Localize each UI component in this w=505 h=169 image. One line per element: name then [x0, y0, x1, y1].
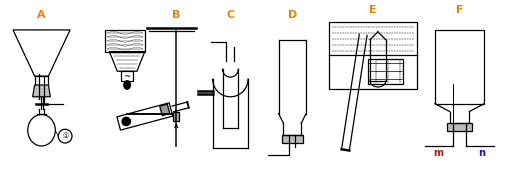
Text: F: F	[455, 5, 463, 15]
Ellipse shape	[123, 80, 131, 90]
Text: ①: ①	[62, 133, 68, 139]
Text: A: A	[37, 10, 46, 20]
Text: E: E	[369, 5, 376, 15]
Bar	[367, 59, 401, 84]
Bar	[160, 104, 170, 116]
Bar	[281, 135, 302, 143]
Bar	[105, 30, 144, 52]
Bar	[121, 71, 133, 81]
Text: B: B	[172, 10, 180, 20]
Text: C: C	[226, 10, 234, 20]
Bar	[446, 123, 471, 131]
Bar	[173, 112, 179, 121]
Bar	[328, 22, 417, 89]
Ellipse shape	[121, 117, 131, 126]
Text: ~: ~	[123, 72, 130, 81]
Text: n: n	[477, 148, 484, 158]
Polygon shape	[33, 85, 50, 97]
Text: m: m	[432, 148, 442, 158]
Text: D: D	[287, 10, 296, 20]
Bar	[434, 30, 483, 104]
